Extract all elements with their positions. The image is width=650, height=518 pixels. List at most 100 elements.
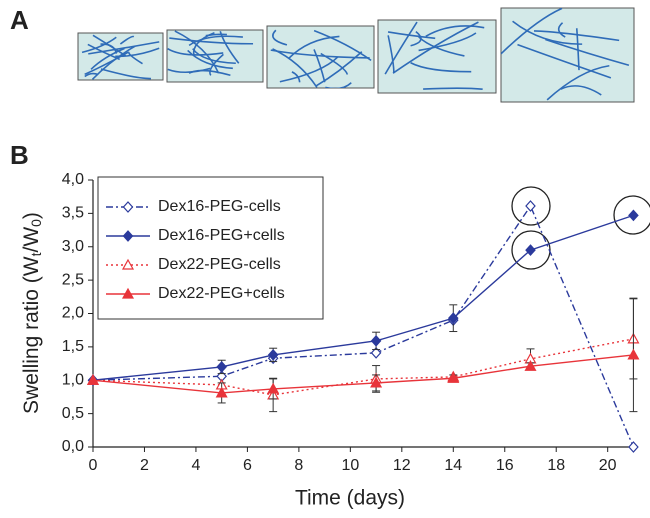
fiber (167, 67, 211, 74)
y-axis-label-part: Swelling ratio (W (20, 256, 43, 414)
fibers (501, 8, 630, 101)
marker (267, 348, 279, 361)
fiber (287, 35, 340, 60)
panel-label: B (10, 140, 29, 170)
marker (447, 372, 460, 383)
fiber (270, 49, 370, 59)
y-axis-label-part: ) (20, 212, 43, 219)
fiber (187, 49, 233, 70)
fibers (384, 21, 485, 90)
fiber (88, 41, 160, 55)
marker (267, 382, 280, 394)
x-tick-label: 10 (341, 457, 359, 474)
image-frame (377, 19, 497, 94)
fibers (81, 34, 160, 80)
fiber (188, 35, 243, 47)
fibers (270, 29, 372, 88)
fiber (174, 30, 220, 74)
fiber (560, 85, 602, 96)
x-tick-label: 0 (89, 457, 98, 474)
fiber (119, 35, 135, 45)
highlight-circle (613, 195, 650, 235)
x-tick-label: 20 (599, 457, 617, 474)
fiber (387, 35, 395, 73)
y-tick-label: 2,0 (62, 305, 84, 322)
marker (627, 348, 640, 360)
fiber (167, 48, 224, 56)
fiber (384, 21, 418, 75)
marker (524, 359, 537, 371)
fiber (169, 37, 254, 45)
fiber (325, 82, 352, 88)
fiber (545, 38, 630, 67)
y-tick-label: 0,0 (62, 438, 84, 455)
fiber (100, 43, 118, 54)
y-tick-label: 4,0 (62, 171, 84, 188)
image-frame (166, 29, 264, 83)
marker (370, 376, 383, 388)
series-line (92, 354, 634, 394)
marker (628, 209, 639, 222)
legend-box (97, 176, 324, 320)
image-frame (500, 7, 635, 103)
fiber (81, 36, 117, 54)
hydrogel-images (77, 7, 635, 103)
marker (370, 346, 382, 359)
marker (215, 386, 228, 398)
fiber (90, 47, 125, 70)
marker (86, 374, 100, 385)
fiber (533, 30, 620, 42)
fiber (418, 32, 477, 52)
legend-label: Dex16-PEG-cells (158, 198, 281, 215)
fiber (291, 71, 301, 83)
fiber (410, 31, 422, 47)
fiber (501, 8, 563, 55)
y-axis-label-part: /W (20, 227, 43, 253)
x-tick-label: 14 (444, 457, 462, 474)
legend-marker (121, 258, 135, 270)
fiber (279, 56, 339, 83)
fiber (387, 31, 436, 40)
legend-label: Dex16-PEG+cells (158, 227, 285, 244)
panel-label: A (10, 5, 29, 35)
fiber (91, 45, 136, 80)
marker (370, 334, 382, 347)
y-tick-label: 3,5 (62, 205, 84, 222)
legend-marker (122, 201, 134, 213)
fiber (425, 25, 485, 37)
marker (525, 244, 536, 256)
y-tick-label: 0,5 (62, 405, 84, 422)
highlight-circle (511, 186, 551, 226)
marker (447, 312, 459, 325)
fiber (313, 49, 326, 83)
fiber (192, 48, 236, 65)
legend-label: Dex22-PEG+cells (158, 285, 285, 302)
y-tick-label: 2,5 (62, 271, 84, 288)
x-tick-label: 2 (140, 457, 149, 474)
y-tick-label: 3,0 (62, 238, 84, 255)
y-axis-label-part: 0 (28, 219, 44, 227)
y-tick-label: 1,5 (62, 338, 84, 355)
fiber (392, 21, 479, 74)
fiber (410, 62, 472, 73)
y-axis-label-part: t (28, 252, 44, 256)
image-frame (266, 25, 375, 89)
x-axis-label: Time (days) (295, 487, 405, 510)
fiber (517, 43, 612, 79)
fiber (209, 53, 224, 76)
y-axis-label: Swelling ratio (Wt/W0) (20, 212, 44, 414)
x-tick-label: 6 (243, 457, 252, 474)
fiber (100, 68, 151, 80)
fibers (167, 30, 254, 76)
legend-label: Dex22-PEG-cells (158, 256, 281, 273)
fiber (272, 29, 288, 46)
marker (525, 200, 536, 212)
legend-marker (122, 230, 134, 242)
fiber (115, 47, 160, 58)
legend-marker (121, 287, 135, 299)
x-tick-label: 16 (496, 457, 514, 474)
x-tick-label: 18 (547, 457, 565, 474)
fiber (546, 64, 610, 101)
